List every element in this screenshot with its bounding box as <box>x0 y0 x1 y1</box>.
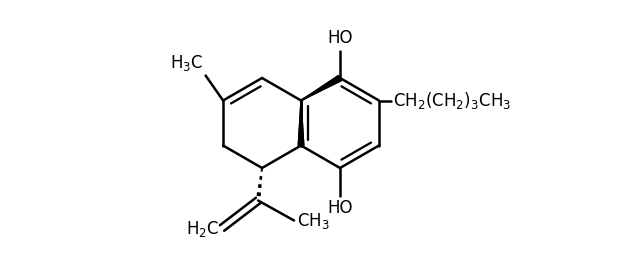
Polygon shape <box>298 100 304 146</box>
Polygon shape <box>301 76 341 100</box>
Text: HO: HO <box>327 199 353 217</box>
Text: H$_2$C: H$_2$C <box>186 219 220 239</box>
Polygon shape <box>298 100 304 146</box>
Text: H$_3$C: H$_3$C <box>170 53 203 73</box>
Text: HO: HO <box>327 29 353 47</box>
Text: CH$_2$(CH$_2$)$_3$CH$_3$: CH$_2$(CH$_2$)$_3$CH$_3$ <box>393 90 511 111</box>
Polygon shape <box>301 75 342 100</box>
Text: CH$_3$: CH$_3$ <box>296 212 330 232</box>
